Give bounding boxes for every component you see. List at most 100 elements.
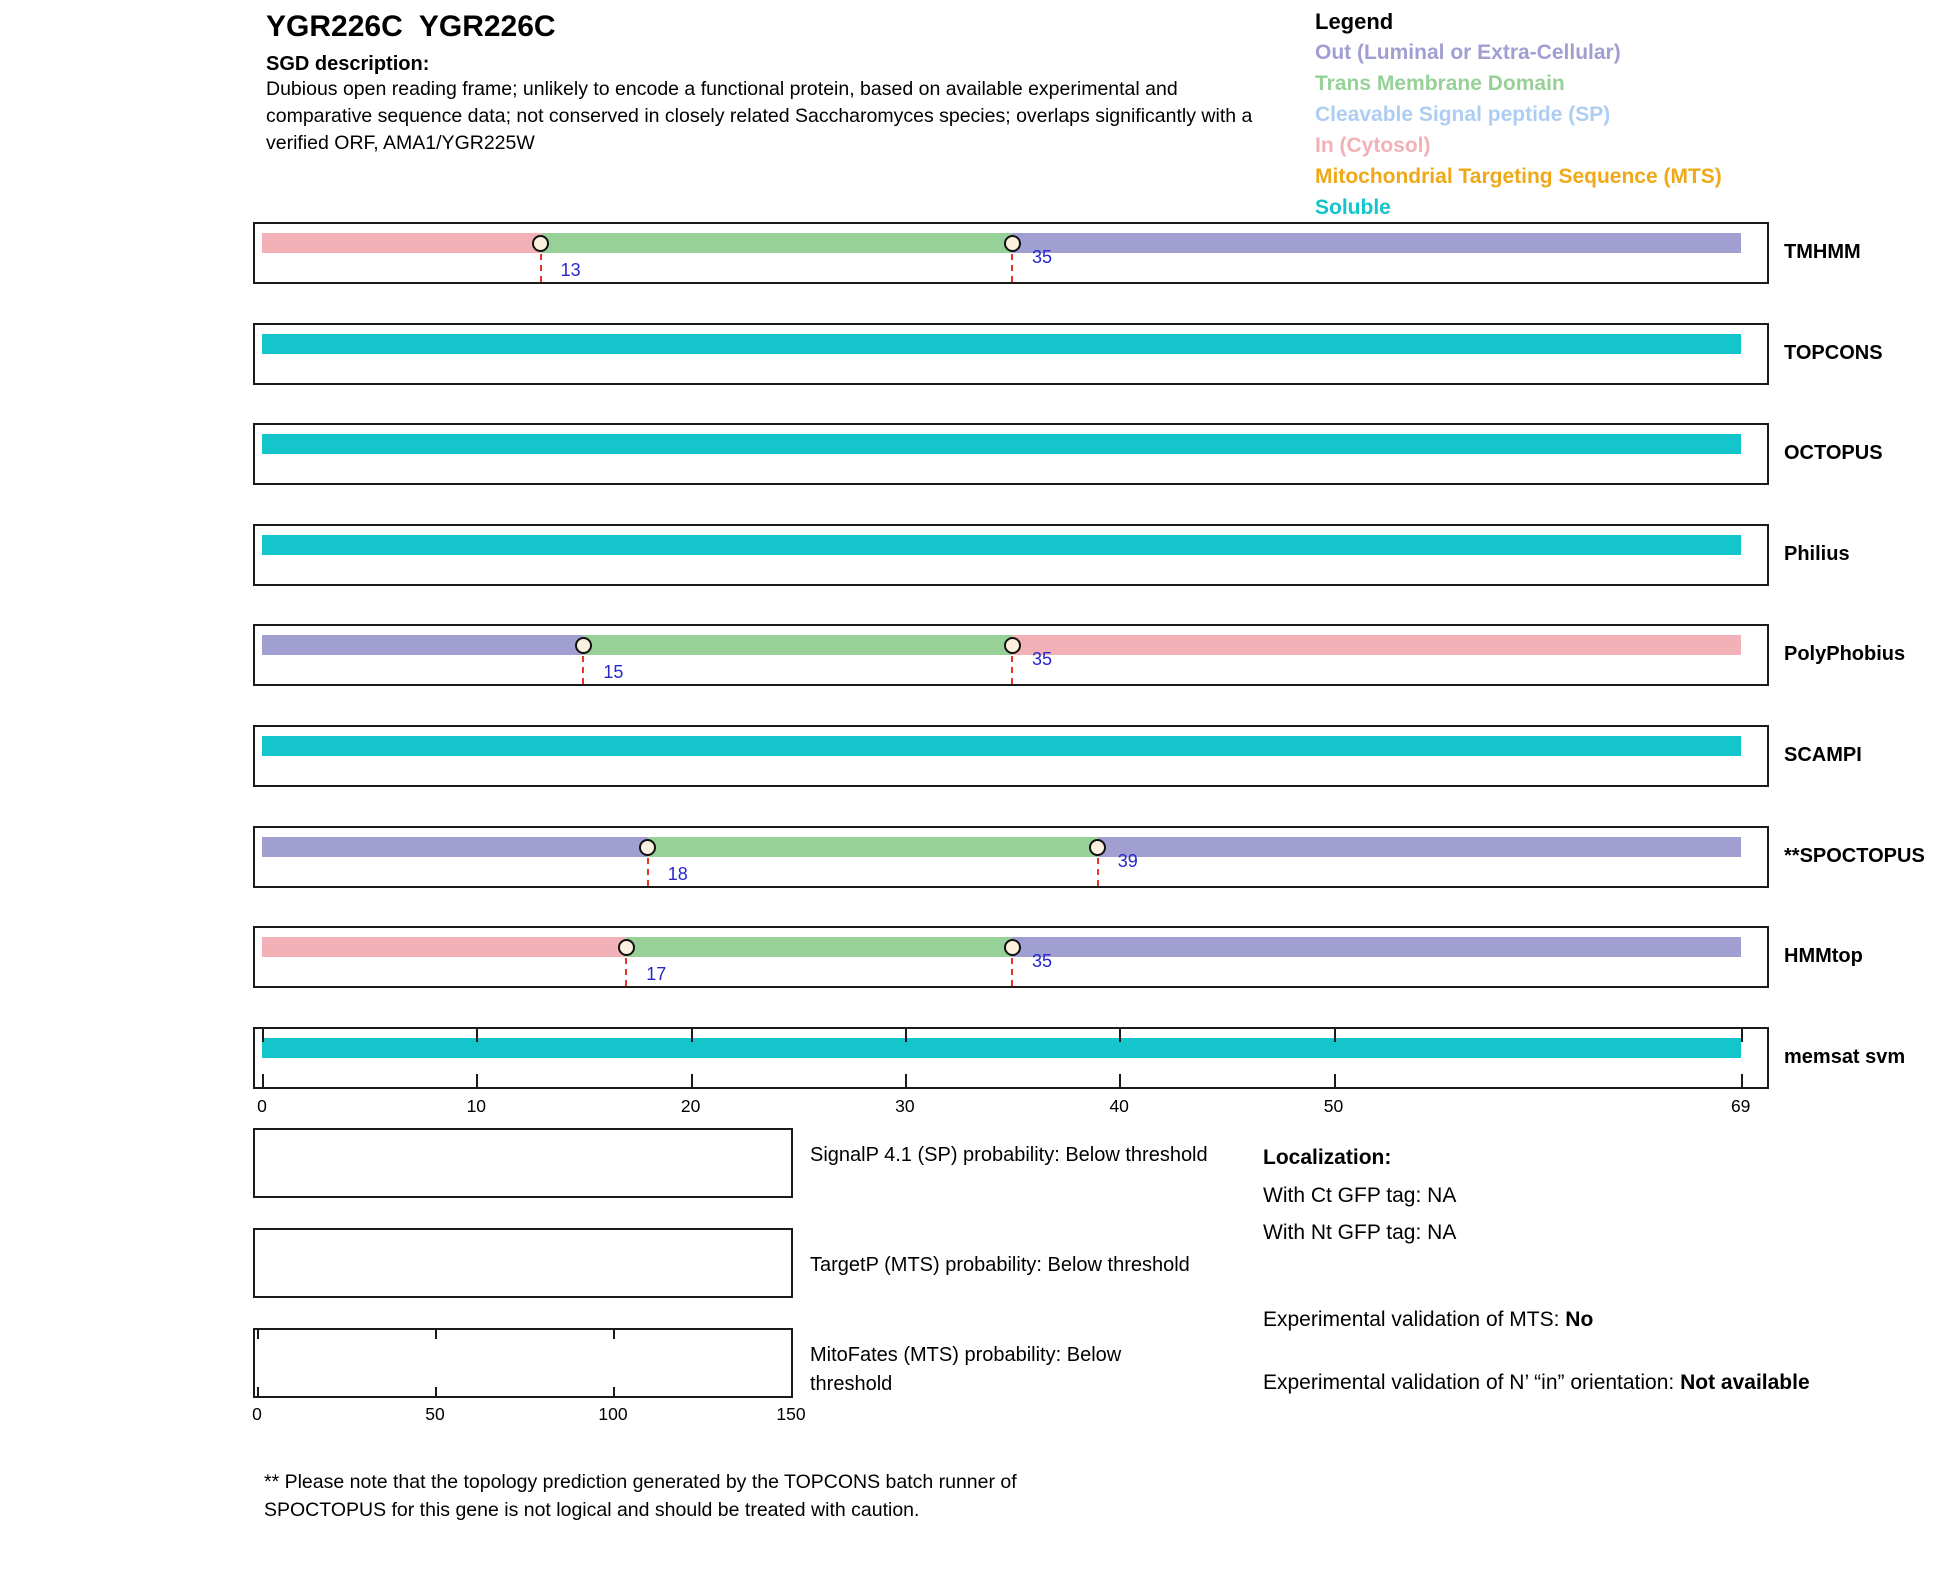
boundary-position-label: 35 <box>1032 951 1053 971</box>
axis-label-40: 40 <box>1109 1096 1129 1116</box>
axis-tick-top <box>1119 1029 1122 1042</box>
plot-tick-bottom <box>257 1387 259 1396</box>
legend: Legend Out (Luminal or Extra-Cellular) Tr… <box>1315 6 1722 223</box>
mitofates-label: MitoFates (MTS) probability: Below thres… <box>810 1344 1122 1395</box>
segment-tm <box>647 837 1098 857</box>
plot-axis-label-100: 100 <box>598 1404 628 1424</box>
axis-tick-bottom <box>1740 1074 1743 1087</box>
axis-tick-bottom <box>262 1074 264 1087</box>
axis-tick-top <box>904 1029 907 1042</box>
segment-tm <box>540 233 1013 253</box>
track-label-spoctopus: **SPOCTOPUS <box>1784 845 1925 867</box>
plot-box-signalp <box>253 1128 793 1198</box>
axis-label-69: 69 <box>1730 1096 1751 1116</box>
segment-soluble <box>262 736 1741 756</box>
plot-box-mitofates <box>253 1328 793 1398</box>
legend-item-sp: Cleavable Signal peptide (SP) <box>1315 103 1611 126</box>
boundary-marker <box>1089 838 1107 856</box>
boundary-position-label: 13 <box>560 260 581 280</box>
legend-item-tm: Trans Membrane Domain <box>1315 72 1565 95</box>
boundary-position-label: 18 <box>667 864 688 884</box>
legend-item-in: In (Cytosol) <box>1315 134 1431 157</box>
plot-tick-top <box>257 1330 259 1339</box>
axis-tick-bottom <box>1333 1074 1336 1087</box>
legend-item-out: Out (Luminal or Extra-Cellular) <box>1315 41 1621 64</box>
boundary-line <box>1096 847 1099 886</box>
legend-item-mts: Mitochondrial Targeting Sequence (MTS) <box>1315 165 1722 188</box>
boundary-line <box>539 243 542 282</box>
boundary-position-label: 17 <box>646 964 667 984</box>
boundary-line <box>625 947 628 986</box>
track-box-polyphobius: 15 35 <box>253 624 1769 686</box>
track-box-topcons <box>253 323 1769 385</box>
boundary-marker <box>1003 636 1021 654</box>
mts-validation-value: No <box>1565 1308 1594 1331</box>
plot-tick-top <box>435 1330 437 1339</box>
boundary-line <box>1011 947 1013 986</box>
boundary-marker <box>1003 234 1021 252</box>
segment-out <box>262 635 584 655</box>
track-box-philius <box>253 524 1769 586</box>
boundary-marker <box>532 234 550 252</box>
mts-validation-label: Experimental validation of MTS: <box>1263 1308 1566 1331</box>
axis-tick-top <box>1740 1029 1743 1042</box>
boundary-marker <box>617 938 635 956</box>
axis-label-50: 50 <box>1323 1096 1344 1116</box>
axis-tick-top <box>262 1029 264 1042</box>
track-box-octopus <box>253 423 1769 485</box>
legend-title: Legend <box>1315 9 1394 34</box>
track-label-memsat-svm: memsat svm <box>1784 1046 1906 1068</box>
spoctopus-footnote: ** Please note that the topology predict… <box>264 1471 1017 1521</box>
track-label-tmhmm: TMHMM <box>1784 241 1861 263</box>
segment-out <box>262 837 648 857</box>
boundary-position-label: 15 <box>603 662 624 682</box>
plot-tick-bottom <box>435 1387 437 1396</box>
axis-tick-bottom <box>1119 1074 1122 1087</box>
segment-tm <box>626 937 1012 957</box>
axis-label-20: 20 <box>680 1096 701 1116</box>
plot-tick-bottom <box>613 1387 615 1396</box>
segment-out <box>1012 937 1741 957</box>
plot-box-targetp <box>253 1228 793 1298</box>
axis-tick-top <box>476 1029 479 1042</box>
legend-item-soluble: Soluble <box>1315 196 1391 219</box>
track-box-spoctopus: 18 39 <box>253 826 1769 888</box>
sgd-description-text: Dubious open reading frame; unlikely to … <box>266 78 1253 154</box>
segment-soluble <box>262 434 1741 454</box>
boundary-line <box>646 847 649 886</box>
segment-in <box>262 233 541 253</box>
track-label-polyphobius: PolyPhobius <box>1784 643 1906 665</box>
targetp-label: TargetP (MTS) probability: Below thresho… <box>810 1254 1190 1276</box>
track-box-memsat-svm <box>253 1027 1769 1089</box>
boundary-marker <box>1003 938 1021 956</box>
plot-axis-label-0: 0 <box>252 1404 262 1424</box>
axis-tick-bottom <box>904 1074 907 1087</box>
boundary-position-label: 35 <box>1032 247 1053 267</box>
orientation-validation-label: Experimental validation of N’ “in” orien… <box>1263 1371 1681 1394</box>
localization-ct-gfp: With Ct GFP tag: NA <box>1263 1184 1457 1207</box>
axis-tick-bottom <box>476 1074 479 1087</box>
segment-soluble <box>262 1038 1741 1058</box>
boundary-line <box>1011 243 1013 282</box>
segment-out <box>1012 233 1741 253</box>
boundary-position-label: 35 <box>1032 649 1053 669</box>
track-label-octopus: OCTOPUS <box>1784 442 1883 464</box>
orientation-validation-value: Not available <box>1680 1371 1810 1394</box>
sgd-description-heading: SGD description: <box>266 53 430 75</box>
segment-tm <box>583 635 1012 655</box>
boundary-marker <box>639 838 657 856</box>
axis-label-30: 30 <box>895 1096 915 1116</box>
plot-tick-top <box>613 1330 615 1339</box>
boundary-position-label: 39 <box>1117 851 1138 871</box>
segment-in <box>1012 635 1741 655</box>
localization-heading: Localization: <box>1263 1146 1392 1169</box>
track-box-scampi <box>253 725 1769 787</box>
track-box-hmmtop: 17 35 <box>253 926 1769 988</box>
boundary-marker <box>574 636 592 654</box>
page-title: YGR226C YGR226C <box>266 10 556 43</box>
segment-out <box>1097 837 1741 857</box>
axis-label-10: 10 <box>466 1096 487 1116</box>
boundary-line <box>582 645 585 684</box>
axis-label-0: 0 <box>257 1096 267 1116</box>
